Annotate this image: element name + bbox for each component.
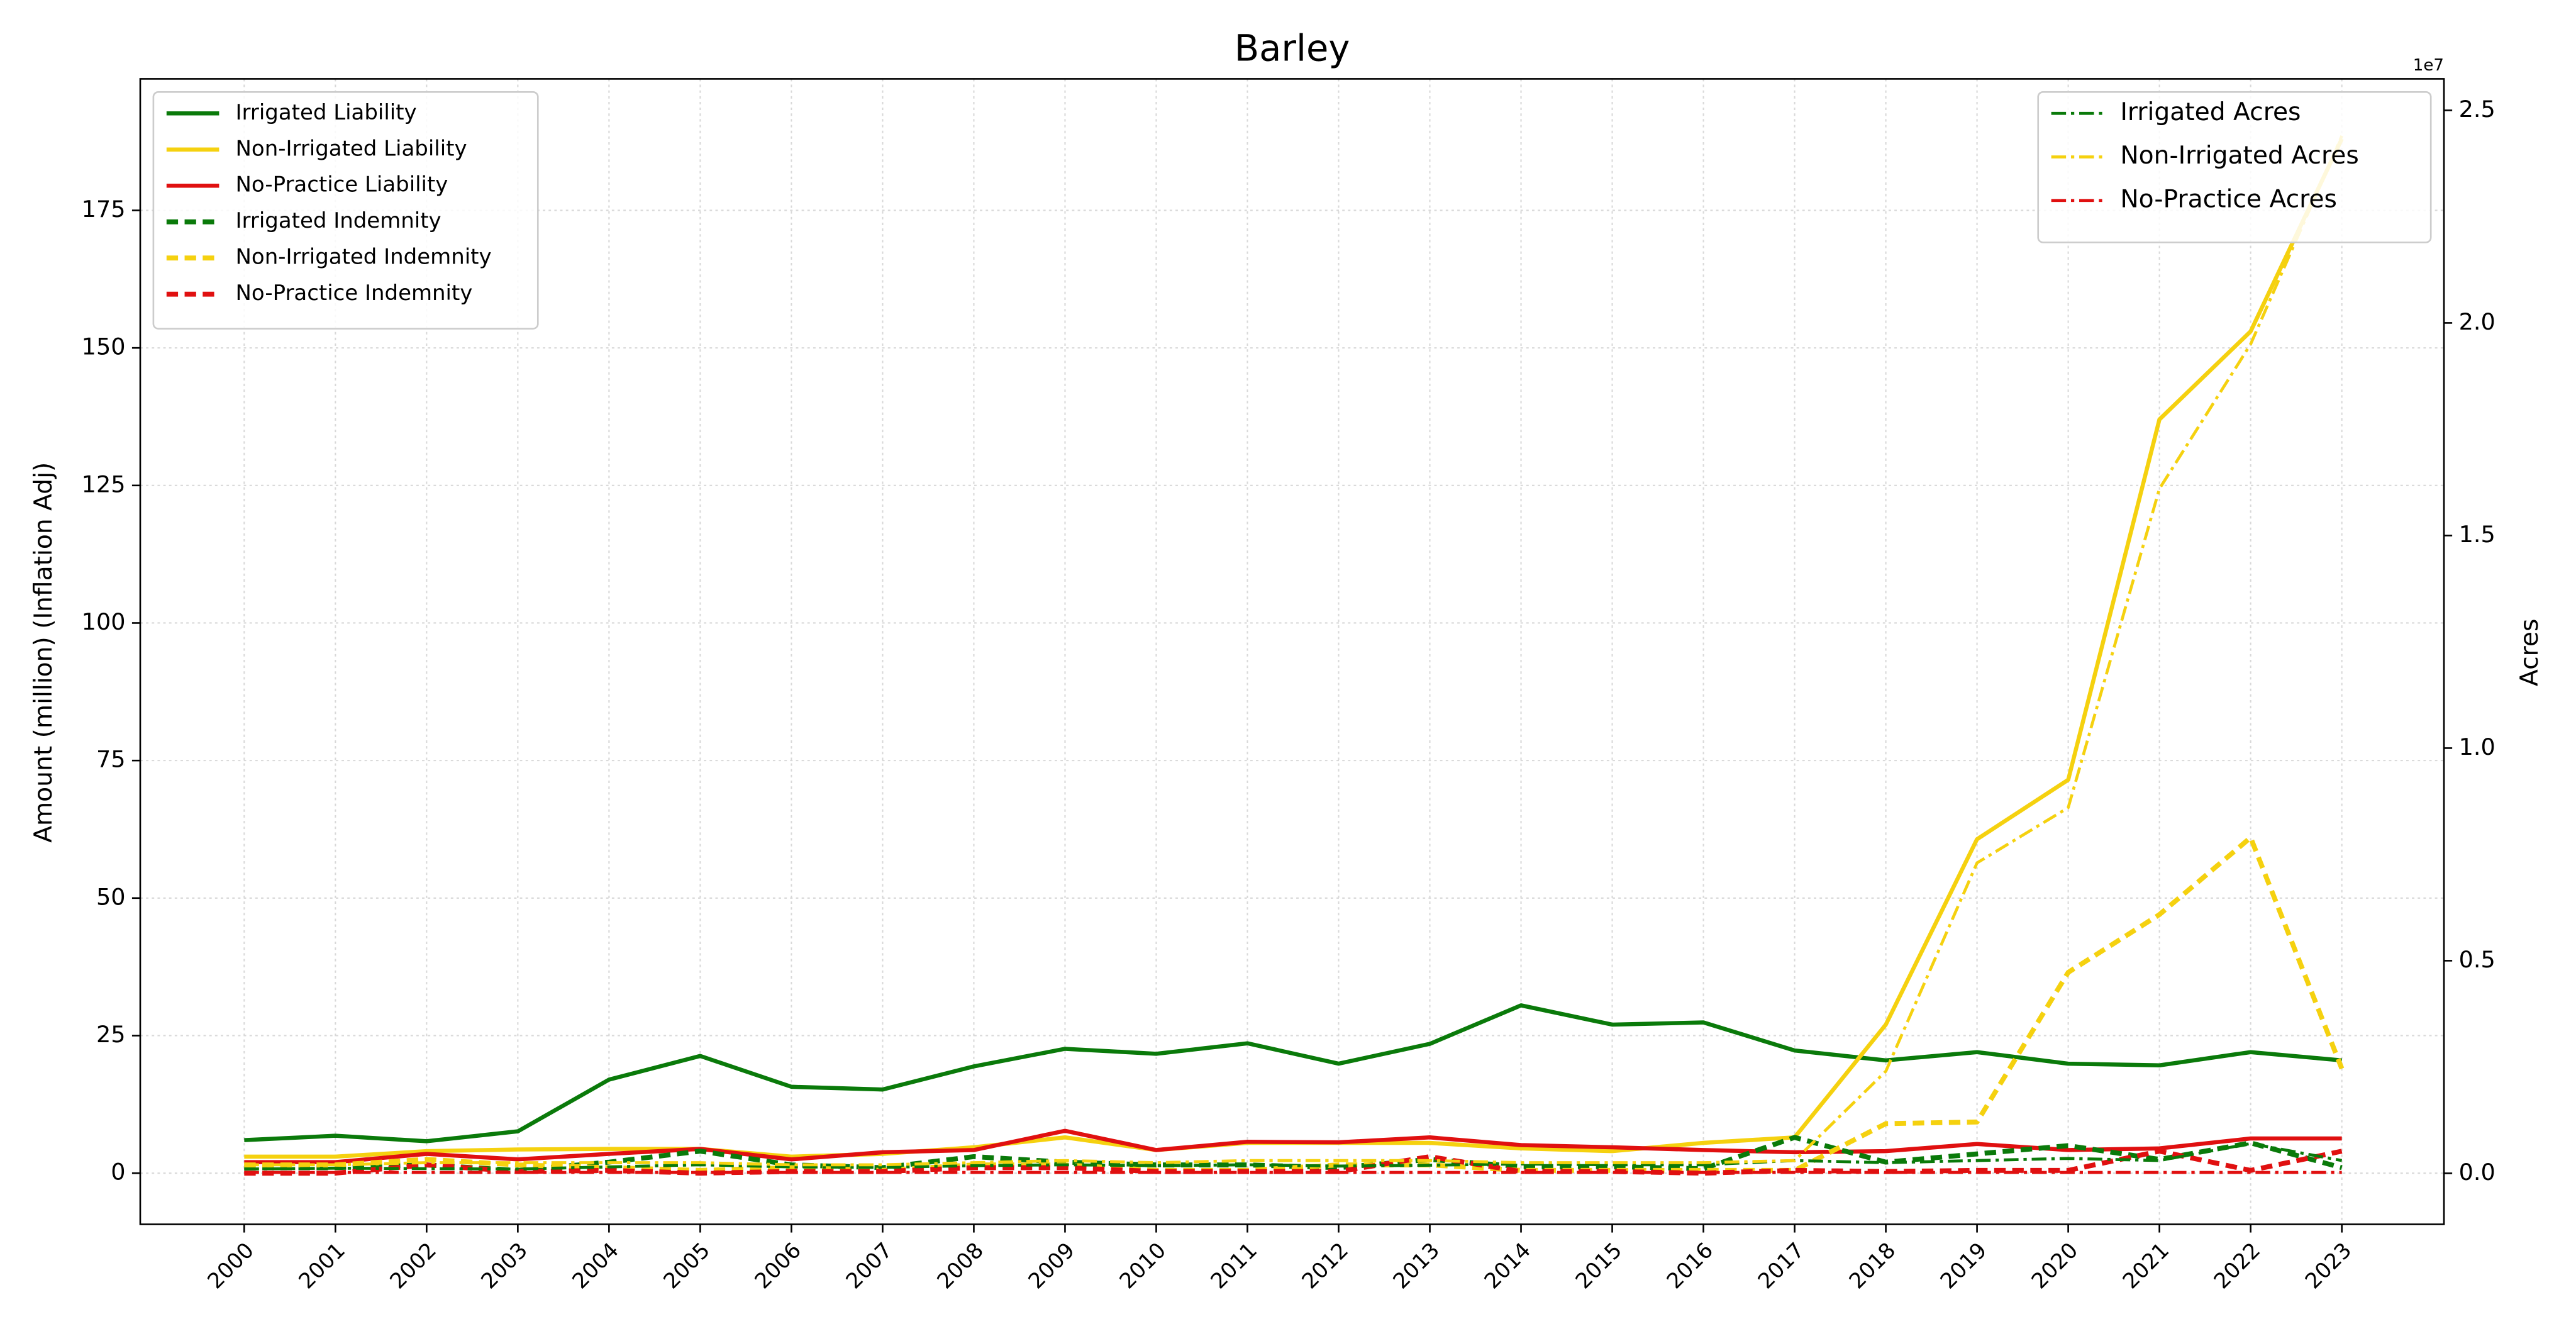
x-tick-label: 2011: [1206, 1238, 1262, 1294]
x-tick-label: 2003: [476, 1238, 532, 1294]
y-tick-label: 150: [82, 333, 126, 360]
x-tick-label: 2005: [659, 1238, 715, 1294]
legend-label: No-Practice Acres: [2120, 185, 2337, 213]
legend-label: Non-Irrigated Acres: [2120, 142, 2358, 170]
x-tick-label: 2013: [1389, 1238, 1445, 1294]
series-line: [244, 1128, 2342, 1164]
x-tick-label: 2015: [1571, 1238, 1627, 1294]
series-line: [244, 135, 2343, 1167]
x-tick-label: 2007: [841, 1238, 897, 1294]
y-tick-label: 75: [96, 746, 126, 773]
x-tick-label: 2019: [1936, 1238, 1992, 1294]
y2-tick-label: 0.5: [2459, 946, 2496, 973]
x-tick-label: 2001: [294, 1238, 350, 1294]
x-tick-label: 2008: [933, 1238, 989, 1294]
y-tick-label: 125: [82, 470, 126, 498]
y2-tick-label: 1.5: [2459, 521, 2496, 548]
legend: Irrigated Acres Non-Irrigated Acres No-Pra…: [2037, 91, 2432, 243]
y2-axis-label: Acres: [2516, 619, 2544, 686]
x-tick-label: 2023: [2301, 1238, 2357, 1294]
legend-label: No-Practice Indemnity: [236, 281, 473, 306]
x-tick-label: 2022: [2209, 1238, 2265, 1294]
legend-box: [152, 91, 539, 330]
series-line: [244, 1149, 2343, 1176]
series-line: [244, 1142, 2343, 1171]
y-tick-label: 175: [82, 196, 126, 223]
x-tick-label: 2020: [2027, 1238, 2083, 1294]
legend-label: Non-Irrigated Indemnity: [236, 245, 492, 270]
chart-title: Barley: [1235, 28, 1350, 70]
y2-offset-label: 1e7: [2413, 56, 2444, 75]
x-tick-label: 2018: [1845, 1238, 1901, 1294]
y-tick-label: 25: [96, 1021, 126, 1048]
y2-tick-label: 0.0: [2459, 1159, 2496, 1186]
y-tick-label: 50: [96, 883, 126, 910]
series-line: [244, 1003, 2342, 1143]
x-tick-label: 2016: [1662, 1238, 1718, 1294]
plot-frame: [139, 78, 2445, 1225]
legend-label: No-Practice Liability: [236, 172, 448, 198]
y2-tick-label: 2.5: [2459, 96, 2496, 123]
legend-box: [2037, 91, 2432, 243]
legend-label: Irrigated Indemnity: [236, 208, 441, 233]
y2-tick-label: 2.0: [2459, 308, 2496, 335]
legend-label: Irrigated Acres: [2120, 98, 2301, 126]
y2-tick-label: 1.0: [2459, 733, 2496, 760]
x-tick-label: 2014: [1480, 1238, 1536, 1294]
x-tick-label: 2006: [750, 1238, 806, 1294]
x-tick-label: 2002: [385, 1238, 441, 1294]
x-tick-label: 2012: [1297, 1238, 1353, 1294]
x-tick-label: 2000: [203, 1238, 258, 1294]
y-axis-label: Amount (million) (Inflation Adj): [30, 462, 58, 843]
legend-label: Non-Irrigated Liability: [236, 136, 467, 161]
y-tick-label: 100: [82, 608, 126, 635]
y-tick-label: 0: [111, 1159, 125, 1186]
x-tick-label: 2010: [1115, 1238, 1171, 1294]
x-tick-label: 2009: [1024, 1238, 1080, 1294]
x-tick-label: 2004: [568, 1238, 624, 1294]
legend-label: Irrigated Liability: [236, 100, 417, 125]
x-tick-label: 2017: [1753, 1238, 1809, 1294]
series-line: [244, 835, 2345, 1173]
x-tick-label: 2021: [2118, 1238, 2174, 1294]
series-line: [244, 138, 2344, 1159]
legend: Irrigated Liability Non-Irrigated Liabili…: [152, 91, 539, 330]
